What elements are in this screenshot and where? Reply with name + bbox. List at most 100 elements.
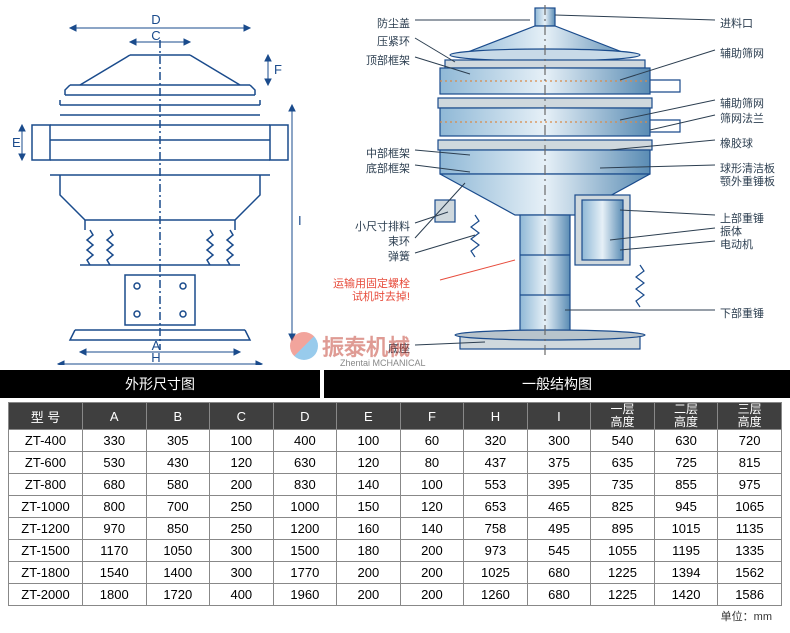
diagram-labels: 外形尺寸图 一般结构图 xyxy=(0,370,790,398)
outline-svg: D C F E I A xyxy=(10,10,310,365)
table-cell: 375 xyxy=(527,452,591,474)
table-cell: 200 xyxy=(400,562,464,584)
table-cell: 300 xyxy=(210,540,274,562)
table-header-cell: 二层高度 xyxy=(654,403,718,430)
table-cell: 100 xyxy=(337,430,401,452)
table-cell: 60 xyxy=(400,430,464,452)
table-header-cell: 三层高度 xyxy=(718,403,782,430)
dim-E: E xyxy=(12,135,21,150)
label-outline: 外形尺寸图 xyxy=(0,370,320,398)
table-cell: 1135 xyxy=(718,518,782,540)
table-cell: 580 xyxy=(146,474,210,496)
table-row: ZT-2000180017204001960200200126068012251… xyxy=(9,584,782,606)
table-cell: 1260 xyxy=(464,584,528,606)
callout-right: 进料口 xyxy=(720,15,753,31)
table-cell: 635 xyxy=(591,452,655,474)
table-body: ZT-40033030510040010060320300540630720ZT… xyxy=(9,430,782,606)
callout-right: 颚外重锤板 xyxy=(720,173,775,189)
table-header-cell: H xyxy=(464,403,528,430)
callout-left: 防尘盖 xyxy=(377,15,410,31)
table-cell: 200 xyxy=(337,584,401,606)
table-header-cell: B xyxy=(146,403,210,430)
table-header-cell: 一层高度 xyxy=(591,403,655,430)
table-cell: 1720 xyxy=(146,584,210,606)
callout-left: 束环 xyxy=(388,233,410,249)
table-cell: 430 xyxy=(146,452,210,474)
table-cell: 1015 xyxy=(654,518,718,540)
table-cell: 200 xyxy=(337,562,401,584)
table-cell: 1420 xyxy=(654,584,718,606)
table-cell: 1050 xyxy=(146,540,210,562)
table-cell: 973 xyxy=(464,540,528,562)
table-header-cell: F xyxy=(400,403,464,430)
callout-left: 顶部框架 xyxy=(366,52,410,68)
table-cell: 1195 xyxy=(654,540,718,562)
table-header-cell: 型 号 xyxy=(9,403,83,430)
table-cell: 530 xyxy=(83,452,147,474)
table-cell: 140 xyxy=(400,518,464,540)
table-cell: 320 xyxy=(464,430,528,452)
callout-left: 试机时去掉! xyxy=(352,288,410,304)
table-cell: 1394 xyxy=(654,562,718,584)
watermark-text: 振泰机械 xyxy=(322,330,410,362)
table-cell: 680 xyxy=(527,584,591,606)
table-cell: 465 xyxy=(527,496,591,518)
table-header-cell: I xyxy=(527,403,591,430)
table-cell: 1562 xyxy=(718,562,782,584)
callout-right: 橡胶球 xyxy=(720,135,753,151)
table-row: ZT-1200970850250120016014075849589510151… xyxy=(9,518,782,540)
label-structure: 一般结构图 xyxy=(324,370,790,398)
table-cell: 800 xyxy=(83,496,147,518)
table-row: ZT-1800154014003001770200200102568012251… xyxy=(9,562,782,584)
table-cell: 200 xyxy=(210,474,274,496)
dim-H: H xyxy=(151,350,160,365)
table-cell: 1800 xyxy=(83,584,147,606)
table-header-cell: C xyxy=(210,403,274,430)
table-cell: 160 xyxy=(337,518,401,540)
table-cell: 1225 xyxy=(591,584,655,606)
table-cell: 120 xyxy=(210,452,274,474)
table-header-cell: D xyxy=(273,403,337,430)
table-cell: 735 xyxy=(591,474,655,496)
table-cell: 437 xyxy=(464,452,528,474)
table-cell: 250 xyxy=(210,496,274,518)
watermark: 振泰机械 xyxy=(290,330,410,362)
unit-label: 单位：mm xyxy=(8,606,782,624)
table-cell: 1170 xyxy=(83,540,147,562)
table-row: ZT-1000800700250100015012065346582594510… xyxy=(9,496,782,518)
table-cell: 970 xyxy=(83,518,147,540)
table-header-row: 型 号ABCDEFHI一层高度二层高度三层高度 xyxy=(9,403,782,430)
table-cell: 680 xyxy=(527,562,591,584)
table-cell: 250 xyxy=(210,518,274,540)
table-cell: 1025 xyxy=(464,562,528,584)
table-cell: 400 xyxy=(273,430,337,452)
table-cell: ZT-800 xyxy=(9,474,83,496)
table-cell: 300 xyxy=(527,430,591,452)
table-cell: 80 xyxy=(400,452,464,474)
dim-F: F xyxy=(274,62,282,77)
table-cell: 100 xyxy=(210,430,274,452)
table-cell: 815 xyxy=(718,452,782,474)
table-cell: 1586 xyxy=(718,584,782,606)
callout-left: 底部框架 xyxy=(366,160,410,176)
table-cell: 200 xyxy=(400,584,464,606)
table-row: ZT-60053043012063012080437375635725815 xyxy=(9,452,782,474)
dimension-table-wrap: 型 号ABCDEFHI一层高度二层高度三层高度 ZT-4003303051004… xyxy=(0,398,790,624)
table-cell: 300 xyxy=(210,562,274,584)
table-header-cell: E xyxy=(337,403,401,430)
table-cell: 120 xyxy=(400,496,464,518)
table-cell: 1065 xyxy=(718,496,782,518)
dim-D: D xyxy=(151,12,160,27)
table-cell: 1335 xyxy=(718,540,782,562)
table-cell: 1200 xyxy=(273,518,337,540)
table-cell: 830 xyxy=(273,474,337,496)
table-cell: 945 xyxy=(654,496,718,518)
table-cell: 180 xyxy=(337,540,401,562)
table-cell: 495 xyxy=(527,518,591,540)
callout-right: 下部重锤 xyxy=(720,305,764,321)
callout-left: 中部框架 xyxy=(366,145,410,161)
table-cell: ZT-1000 xyxy=(9,496,83,518)
table-cell: 400 xyxy=(210,584,274,606)
table-cell: 630 xyxy=(273,452,337,474)
table-cell: 120 xyxy=(337,452,401,474)
